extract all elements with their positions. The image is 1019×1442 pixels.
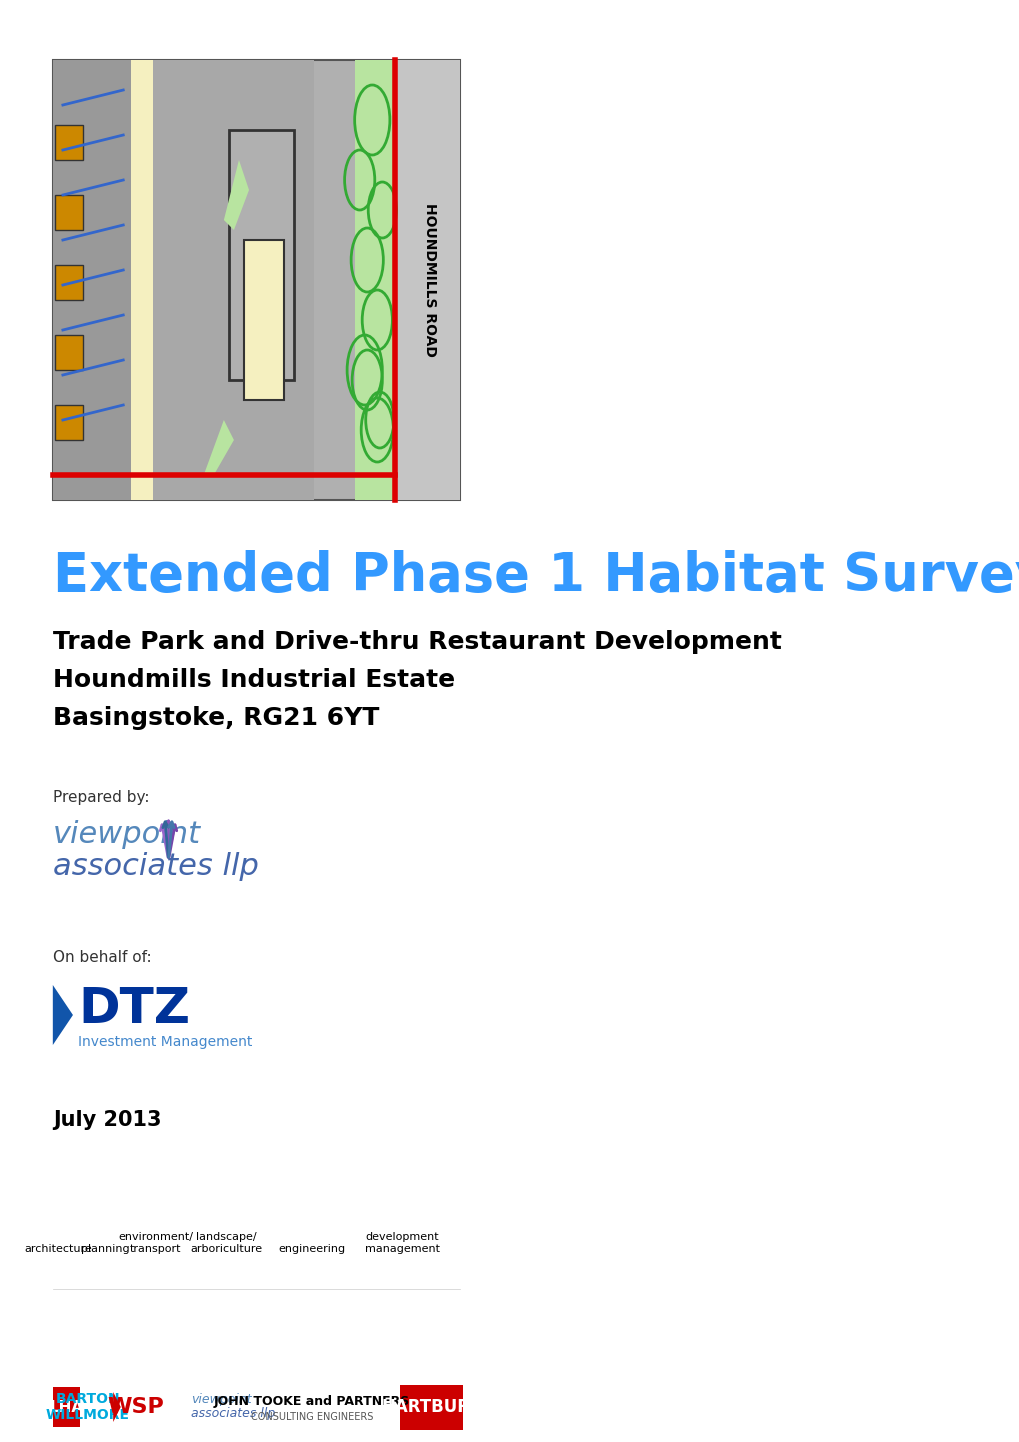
Text: On behalf of:: On behalf of: bbox=[53, 950, 151, 965]
Text: July 2013: July 2013 bbox=[53, 1110, 161, 1131]
Text: viewpoint: viewpoint bbox=[191, 1393, 252, 1406]
Text: WSP: WSP bbox=[107, 1397, 164, 1417]
Text: architecture: architecture bbox=[24, 1244, 92, 1255]
Text: planning: planning bbox=[82, 1244, 129, 1255]
Text: Prepared by:: Prepared by: bbox=[53, 790, 149, 805]
Text: environment/
transport: environment/ transport bbox=[118, 1233, 194, 1255]
Text: HOUNDMILLS ROAD: HOUNDMILLS ROAD bbox=[423, 203, 437, 358]
Text: JOHN TOOKE and PARTNERS: JOHN TOOKE and PARTNERS bbox=[214, 1396, 410, 1409]
Bar bbox=[55, 335, 83, 371]
Text: landscape/
arboriculture: landscape/ arboriculture bbox=[191, 1233, 262, 1255]
Text: CONSULTING ENGINEERS: CONSULTING ENGINEERS bbox=[251, 1412, 373, 1422]
Text: BARTON
WILLMORE: BARTON WILLMORE bbox=[46, 1392, 129, 1422]
Text: associates llp: associates llp bbox=[53, 852, 259, 881]
Bar bbox=[130, 61, 153, 500]
Text: Basingstoke, RG21 6YT: Basingstoke, RG21 6YT bbox=[53, 707, 379, 730]
Text: LHA: LHA bbox=[49, 1400, 84, 1415]
Bar bbox=[53, 1387, 81, 1428]
Polygon shape bbox=[53, 985, 73, 1045]
Bar bbox=[55, 125, 83, 160]
Bar bbox=[55, 265, 83, 300]
Bar bbox=[153, 61, 314, 500]
Text: Trade Park and Drive-thru Restaurant Development: Trade Park and Drive-thru Restaurant Dev… bbox=[53, 630, 781, 655]
Text: development
management: development management bbox=[365, 1233, 439, 1255]
Text: Houndmills Industrial Estate: Houndmills Industrial Estate bbox=[53, 668, 454, 692]
Text: Investment Management: Investment Management bbox=[77, 1035, 252, 1048]
Bar bbox=[53, 61, 460, 500]
Bar bbox=[394, 61, 460, 500]
Text: HARTBURY: HARTBURY bbox=[381, 1397, 481, 1416]
Bar bbox=[244, 239, 284, 399]
Bar bbox=[53, 61, 130, 500]
Bar bbox=[399, 1384, 463, 1430]
Bar bbox=[55, 195, 83, 231]
Bar bbox=[55, 405, 83, 440]
Text: associates llp: associates llp bbox=[191, 1407, 275, 1420]
Bar bbox=[355, 61, 394, 500]
Text: viewpoint: viewpoint bbox=[53, 820, 201, 849]
Polygon shape bbox=[223, 160, 249, 231]
Text: DTZ: DTZ bbox=[77, 985, 190, 1032]
Bar bbox=[228, 130, 294, 381]
Text: Extended Phase 1 Habitat Survey Report: Extended Phase 1 Habitat Survey Report bbox=[53, 549, 1019, 601]
Polygon shape bbox=[204, 420, 233, 474]
Text: engineering: engineering bbox=[278, 1244, 345, 1255]
Polygon shape bbox=[113, 1392, 120, 1422]
